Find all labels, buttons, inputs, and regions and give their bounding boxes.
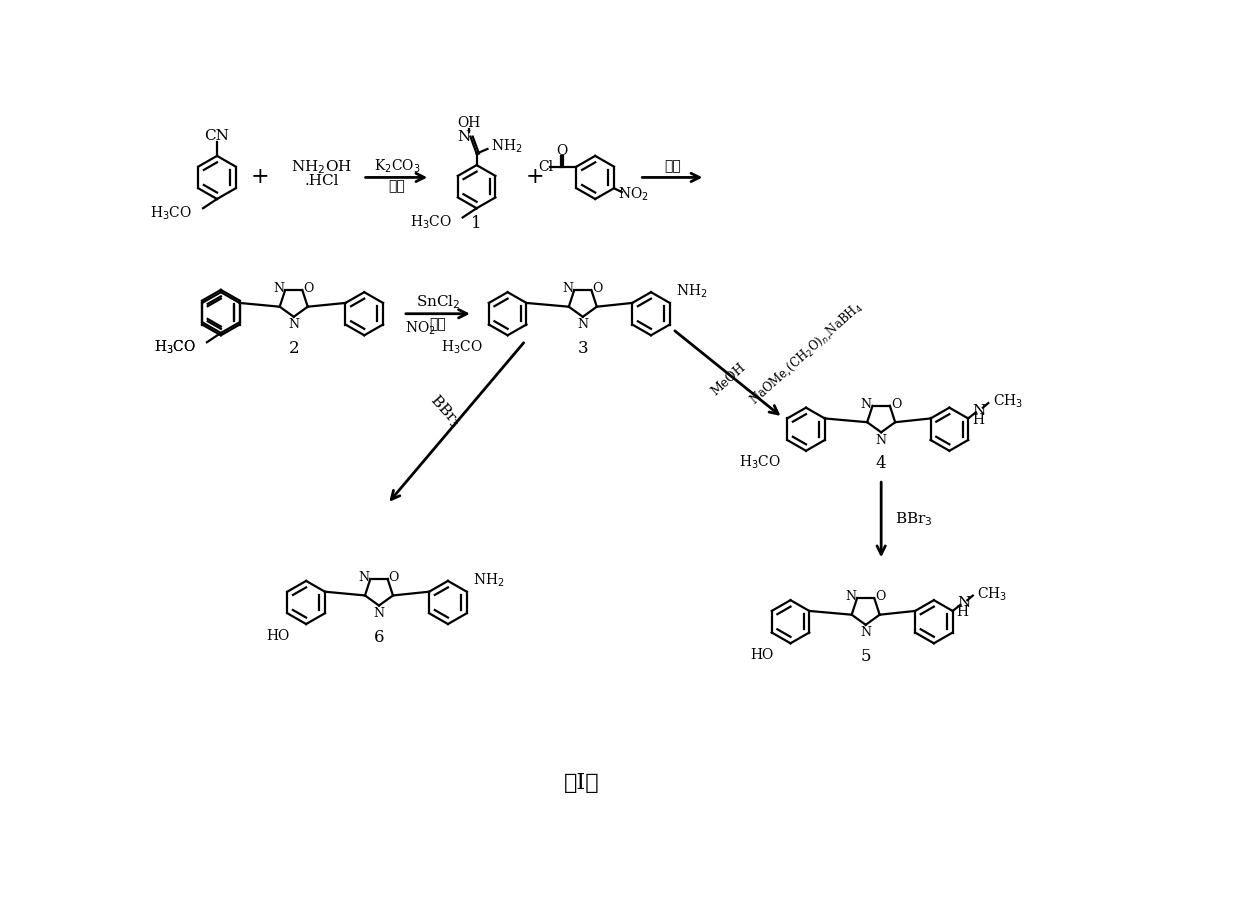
Text: 4: 4	[875, 455, 887, 473]
Text: +: +	[250, 166, 269, 188]
Text: NH$_2$: NH$_2$	[676, 282, 708, 300]
Text: N: N	[458, 130, 471, 143]
Text: N: N	[972, 404, 986, 418]
Text: +: +	[526, 166, 544, 188]
Text: NH$_2$: NH$_2$	[491, 137, 522, 154]
Text: OH: OH	[458, 116, 481, 130]
Text: H$_3$CO: H$_3$CO	[739, 453, 781, 471]
Text: CN: CN	[205, 129, 229, 143]
Text: （I）: （I）	[563, 772, 599, 794]
Text: SnCl$_2$: SnCl$_2$	[415, 293, 460, 311]
Text: H$_3$CO: H$_3$CO	[154, 338, 196, 356]
Text: O: O	[875, 590, 885, 603]
Text: N: N	[957, 596, 970, 611]
Text: NH$_2$: NH$_2$	[472, 571, 505, 589]
Text: N: N	[273, 282, 284, 295]
Text: 6: 6	[373, 629, 384, 645]
Text: NaOMe,(CH$_2$O)$_n$,NaBH$_4$: NaOMe,(CH$_2$O)$_n$,NaBH$_4$	[746, 299, 866, 409]
Text: N: N	[861, 398, 872, 410]
Text: K$_2$CO$_3$: K$_2$CO$_3$	[373, 157, 420, 175]
Text: H: H	[957, 605, 968, 620]
Text: 2: 2	[289, 340, 299, 356]
Text: O: O	[593, 282, 603, 295]
Text: CH$_3$: CH$_3$	[993, 393, 1023, 410]
Text: H: H	[972, 413, 985, 427]
Text: N: N	[846, 590, 857, 603]
Text: N: N	[288, 318, 299, 331]
Text: .HCl: .HCl	[304, 174, 339, 187]
Text: 3: 3	[578, 340, 588, 356]
Text: BBr$_3$: BBr$_3$	[895, 511, 932, 528]
Text: O: O	[890, 398, 901, 410]
Text: 乙醇: 乙醇	[388, 180, 405, 194]
Text: H$_3$CO: H$_3$CO	[410, 213, 451, 231]
Text: N: N	[563, 282, 573, 295]
Text: O: O	[388, 571, 399, 584]
Text: HO: HO	[750, 648, 774, 662]
Text: O: O	[304, 282, 314, 295]
Text: 甲苯: 甲苯	[665, 160, 681, 174]
Text: N: N	[578, 318, 588, 331]
Text: CH$_3$: CH$_3$	[977, 585, 1008, 602]
Text: 5: 5	[861, 648, 870, 664]
Text: 1: 1	[471, 215, 482, 232]
Text: N: N	[861, 626, 872, 639]
Text: H$_3$CO: H$_3$CO	[150, 204, 192, 221]
Text: 乙醇: 乙醇	[429, 317, 446, 331]
Text: H$_3$CO: H$_3$CO	[154, 338, 196, 356]
Text: N: N	[358, 571, 370, 584]
Text: MeOH: MeOH	[709, 360, 748, 398]
Text: N: N	[875, 433, 887, 447]
Text: HO: HO	[265, 629, 289, 643]
Text: BBr$_3$: BBr$_3$	[427, 391, 465, 431]
Text: NO$_2$: NO$_2$	[404, 320, 435, 337]
Text: H$_3$CO: H$_3$CO	[441, 338, 482, 356]
Text: N: N	[373, 607, 384, 620]
Text: NH$_2$OH: NH$_2$OH	[291, 159, 352, 176]
Text: NO$_2$: NO$_2$	[618, 186, 649, 203]
Text: Cl: Cl	[538, 160, 553, 174]
Text: O: O	[556, 144, 568, 158]
